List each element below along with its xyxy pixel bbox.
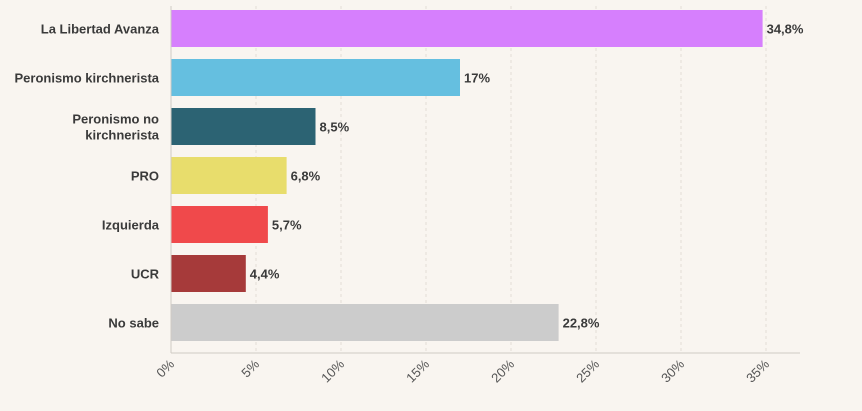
- bar: [171, 157, 287, 194]
- bar: [171, 304, 559, 341]
- category-label: PRO: [131, 169, 159, 184]
- category-label: La Libertad Avanza: [41, 22, 160, 37]
- x-tick-label: 5%: [238, 356, 262, 380]
- value-label: 17%: [464, 71, 490, 86]
- bar: [171, 206, 268, 243]
- x-tick-label: 25%: [573, 356, 602, 385]
- value-label: 4,4%: [250, 267, 280, 282]
- bar: [171, 255, 246, 292]
- x-tick-label: 30%: [658, 356, 687, 385]
- labels-layer: 34,8% La Libertad Avanza 17% Peronismo kirc…: [15, 22, 804, 331]
- value-label: 5,7%: [272, 218, 302, 233]
- category-label: Peronismo no: [72, 112, 159, 127]
- bar: [171, 10, 763, 47]
- x-tick-label: 20%: [488, 356, 517, 385]
- category-label: kirchnerista: [85, 128, 159, 143]
- value-label: 8,5%: [320, 120, 350, 135]
- x-tick-label: 15%: [403, 356, 432, 385]
- x-tick-label: 35%: [743, 356, 772, 385]
- bar: [171, 108, 316, 145]
- bar: [171, 59, 460, 96]
- value-label: 34,8%: [767, 22, 804, 37]
- x-tick-label: 0%: [153, 356, 177, 380]
- category-label: No sabe: [108, 316, 159, 331]
- value-label: 6,8%: [291, 169, 321, 184]
- bars-layer: [171, 10, 763, 341]
- category-label: Peronismo kirchnerista: [15, 71, 160, 86]
- value-label: 22,8%: [563, 316, 600, 331]
- category-label: UCR: [131, 267, 160, 282]
- category-label: Izquierda: [102, 218, 160, 233]
- x-tick-label: 10%: [318, 356, 347, 385]
